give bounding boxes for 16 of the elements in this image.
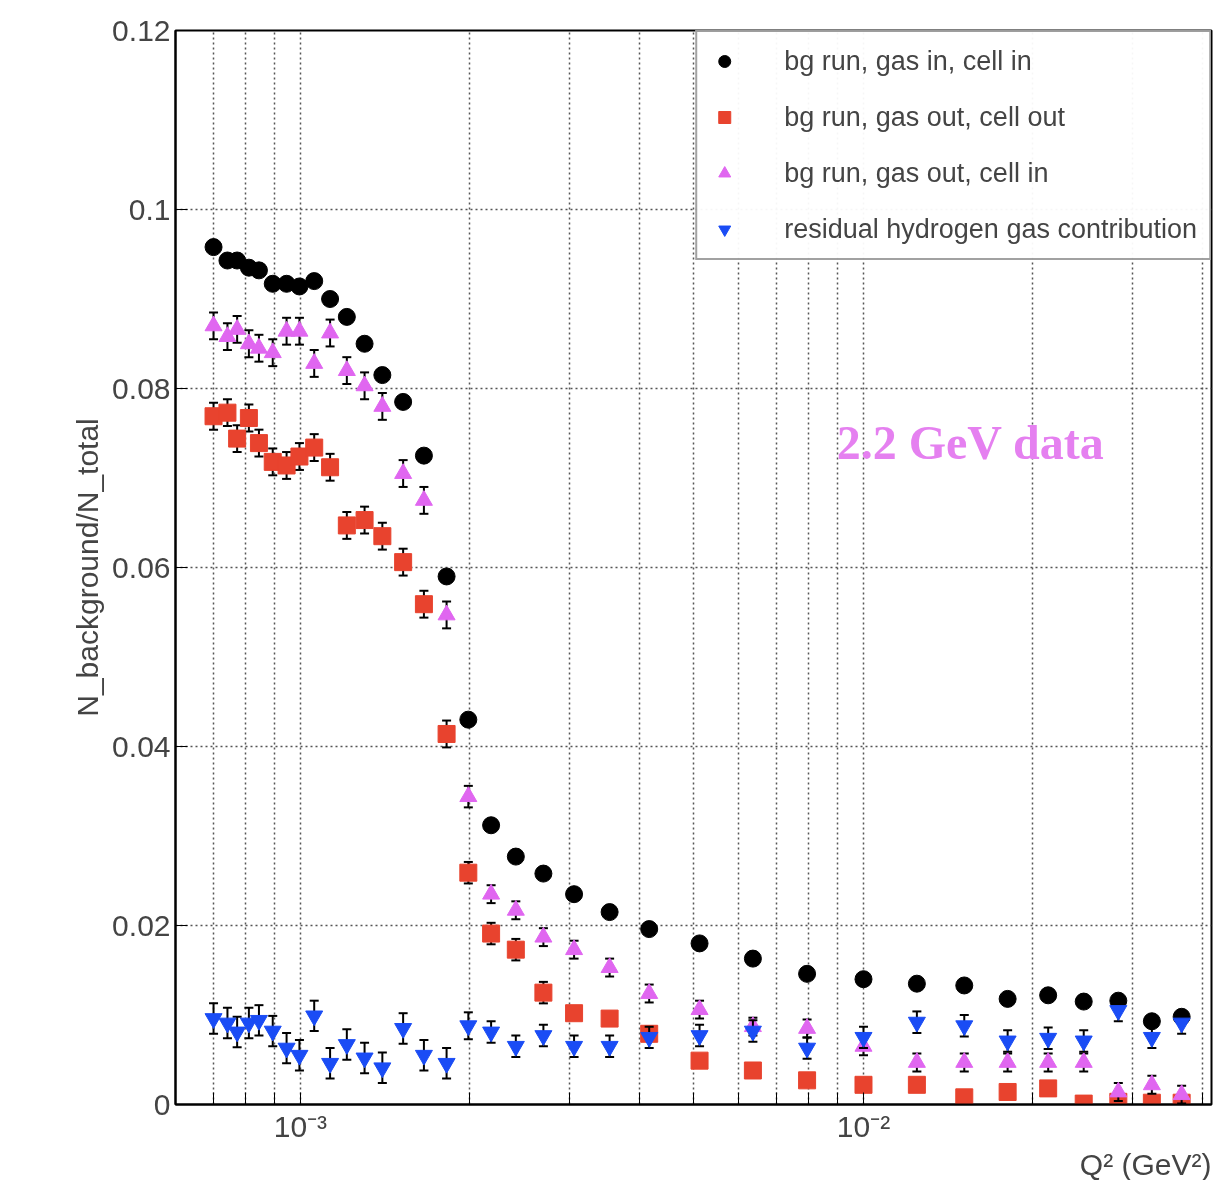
- legend-label: bg run, gas out, cell in: [784, 157, 1049, 189]
- x-tick-label: 10⁻³: [273, 1109, 328, 1143]
- annotation: 2.2 GeV data: [836, 416, 1104, 470]
- legend-label: residual hydrogen gas contribution: [784, 213, 1197, 245]
- x-axis-title: Q² (GeV²): [1079, 1147, 1212, 1180]
- y-tick-label: 0.1: [128, 192, 171, 226]
- legend-label: bg run, gas in, cell in: [784, 45, 1032, 77]
- y-tick-label: 0.06: [112, 550, 171, 584]
- y-axis-title: N_background/N_total: [71, 418, 105, 717]
- y-tick-label: 0.08: [112, 371, 171, 405]
- legend-label: bg run, gas out, cell out: [784, 101, 1065, 133]
- y-tick-label: 0: [153, 1087, 171, 1121]
- x-tick-label: 10⁻²: [836, 1109, 891, 1143]
- y-tick-label: 0.12: [112, 13, 171, 47]
- y-tick-label: 0.04: [112, 729, 171, 763]
- y-tick-label: 0.02: [112, 908, 171, 942]
